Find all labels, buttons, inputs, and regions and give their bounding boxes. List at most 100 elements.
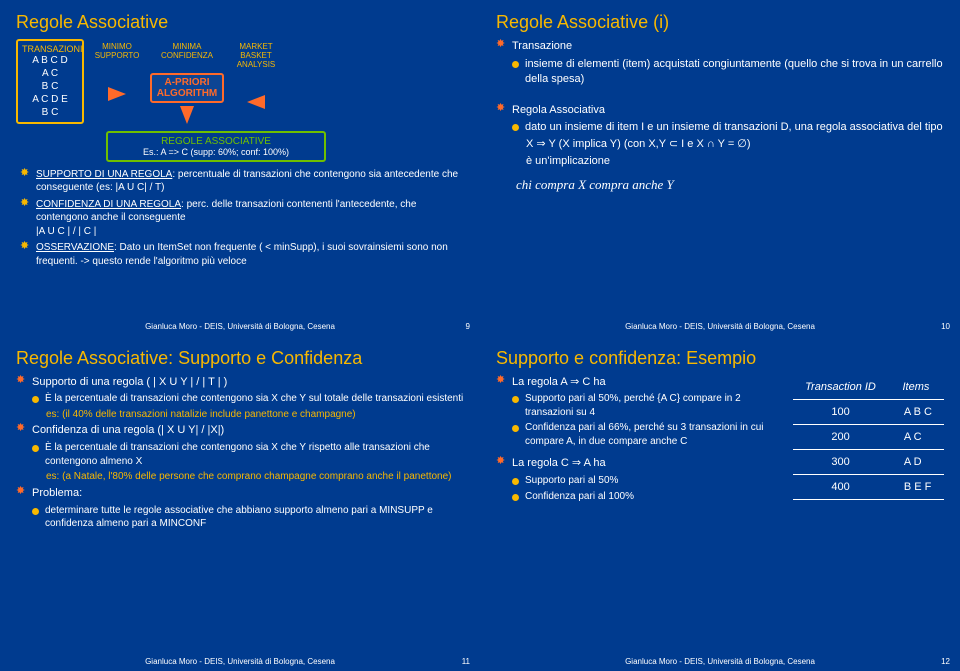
cell-items: A C xyxy=(888,424,944,449)
burst-icon: ✸ xyxy=(16,375,26,385)
footer: Gianluca Moro - DEIS, Università di Bolo… xyxy=(482,322,958,331)
bullet: ✸ OSSERVAZIONE: Dato un ItemSet non freq… xyxy=(20,241,464,268)
bullet: ✸ Regola Associativa xyxy=(496,103,944,118)
sub-bullet: È la percentuale di transazioni che cont… xyxy=(32,441,464,468)
assoc-example: Es.: A => C (supp: 60%; conf: 100%) xyxy=(114,147,318,157)
cell-id: 200 xyxy=(793,424,888,449)
formula: X ⇒ Y (X implica Y) (con X,Y ⊂ I e X ∩ Y… xyxy=(526,137,944,152)
sub-bullet: Confidenza pari al 100% xyxy=(512,490,783,504)
table-row: 200 A C xyxy=(793,424,944,449)
fancy-quote: chi compra X compra anche Y xyxy=(516,177,944,193)
slide-3: Regole Associative: Supporto e Confidenz… xyxy=(2,338,478,670)
burst-icon: ✸ xyxy=(20,198,30,208)
footer: Gianluca Moro - DEIS, Università di Bolo… xyxy=(2,322,478,331)
label: SUPPORTO DI UNA REGOLA xyxy=(36,169,172,180)
table-column: Transaction ID Items 100 A B C 200 A C 3… xyxy=(793,375,944,500)
assoc-header: REGOLE ASSOCIATIVE xyxy=(161,136,271,147)
bullet-text: Confidenza di una regola (| X U Y| / |X|… xyxy=(32,423,224,438)
sub-bullet: determinare tutte le regole associative … xyxy=(32,504,464,531)
slide-title: Supporto e confidenza: Esempio xyxy=(496,348,944,369)
trans-row: B C xyxy=(22,106,78,119)
sub-text: Confidenza pari al 66%, perché su 3 tran… xyxy=(525,421,783,448)
label: OSSERVAZIONE xyxy=(36,242,114,253)
table-row: 100 A B C xyxy=(793,399,944,424)
trans-row: A C xyxy=(22,67,78,80)
trans-row: A B C D xyxy=(22,54,78,67)
bullet-text: Regola Associativa xyxy=(512,103,605,118)
example-row: es: (il 40% delle transazioni natalizie … xyxy=(46,408,464,422)
example-text: es: (il 40% delle transazioni natalizie … xyxy=(46,408,356,422)
sub-bullet: Confidenza pari al 66%, perché su 3 tran… xyxy=(512,421,783,448)
sub-text: Supporto pari al 50%, perché {A C} compa… xyxy=(525,392,783,419)
slide-title: Regole Associative xyxy=(16,12,464,33)
footer: Gianluca Moro - DEIS, Università di Bolo… xyxy=(2,657,478,666)
sub-text: dato un insieme di item I e un insieme d… xyxy=(525,120,943,135)
sub-text-row: è un'implicazione xyxy=(526,154,944,169)
min-conf-label: MINIMA CONFIDENZA xyxy=(150,43,224,61)
cell-id: 400 xyxy=(793,474,888,499)
sub-text: È la percentuale di transazioni che cont… xyxy=(45,441,464,468)
algorithm-box: A-PRIORI ALGORITHM xyxy=(150,73,224,103)
bullet: ✸ Transazione xyxy=(496,39,944,54)
table-header: Items xyxy=(888,375,944,400)
example-row: es: (a Natale, l'80% delle persone che c… xyxy=(46,470,464,484)
bullet-text: La regola A ⇒ C ha xyxy=(512,375,606,390)
dot-icon xyxy=(32,508,39,515)
trans-row: B C xyxy=(22,80,78,93)
text-column: ✸ La regola A ⇒ C ha Supporto pari al 50… xyxy=(496,375,783,506)
dot-icon xyxy=(512,124,519,131)
burst-icon: ✸ xyxy=(20,168,30,178)
bullet-text: Transazione xyxy=(512,39,572,54)
sub-text: è un'implicazione xyxy=(526,154,610,169)
sub-bullet: Supporto pari al 50%, perché {A C} compa… xyxy=(512,392,783,419)
mba-label: MARKET BASKET ANALYSIS xyxy=(230,43,282,69)
diagram-row: TRANSAZIONI A B C D A C B C A C D E B C … xyxy=(16,39,464,127)
arrow-icon xyxy=(108,87,126,101)
bullet: ✸ CONFIDENZA DI UNA REGOLA: perc. delle … xyxy=(20,198,464,239)
algorithm-col: MINIMA CONFIDENZA A-PRIORI ALGORITHM xyxy=(150,39,224,127)
cell-items: A B C xyxy=(888,399,944,424)
burst-icon: ✸ xyxy=(16,486,26,496)
sub-bullet: Supporto pari al 50% xyxy=(512,474,783,488)
bullet: ✸ Confidenza di una regola (| X U Y| / |… xyxy=(16,423,464,438)
transactions-table: Transaction ID Items 100 A B C 200 A C 3… xyxy=(793,375,944,500)
slide-2: Regole Associative (i) ✸ Transazione ins… xyxy=(482,2,958,334)
burst-icon: ✸ xyxy=(496,456,506,466)
sub-bullet: insieme di elementi (item) acquistati co… xyxy=(512,57,944,87)
burst-icon: ✸ xyxy=(496,103,506,113)
mba-col: MARKET BASKET ANALYSIS xyxy=(230,39,282,111)
sub-text: determinare tutte le regole associative … xyxy=(45,504,464,531)
trans-header: TRANSAZIONI xyxy=(22,44,83,54)
slide-4: Supporto e confidenza: Esempio ✸ La rego… xyxy=(482,338,958,670)
bullet-text: Problema: xyxy=(32,486,82,501)
transactions-box: TRANSAZIONI A B C D A C B C A C D E B C xyxy=(16,39,84,124)
page-number: 12 xyxy=(941,657,950,666)
burst-icon: ✸ xyxy=(496,39,506,49)
slide-1: Regole Associative TRANSAZIONI A B C D A… xyxy=(2,2,478,334)
assoc-rules-box: REGOLE ASSOCIATIVE Es.: A => C (supp: 60… xyxy=(106,131,326,162)
footer: Gianluca Moro - DEIS, Università di Bolo… xyxy=(482,657,958,666)
sub-bullet: dato un insieme di item I e un insieme d… xyxy=(512,120,944,135)
cell-id: 100 xyxy=(793,399,888,424)
cell-items: B E F xyxy=(888,474,944,499)
example-text: es: (a Natale, l'80% delle persone che c… xyxy=(46,470,452,484)
bullet: ✸ SUPPORTO DI UNA REGOLA: percentuale di… xyxy=(20,168,464,195)
burst-icon: ✸ xyxy=(20,241,30,251)
sub-bullet: È la percentuale di transazioni che cont… xyxy=(32,392,464,406)
label: CONFIDENZA DI UNA REGOLA xyxy=(36,199,181,210)
dot-icon xyxy=(512,61,519,68)
bullet: ✸ La regola C ⇒ A ha xyxy=(496,456,783,471)
bullet-text: Supporto di una regola ( | X U Y | / | T… xyxy=(32,375,227,390)
min-support-col: MINIMO SUPPORTO xyxy=(90,39,144,103)
bullet: ✸ La regola A ⇒ C ha xyxy=(496,375,783,390)
page-number: 9 xyxy=(466,322,470,331)
sub-text: Confidenza pari al 100% xyxy=(525,490,634,504)
table-row: 300 A D xyxy=(793,449,944,474)
page-number: 11 xyxy=(462,657,470,666)
slide-title: Regole Associative: Supporto e Confidenz… xyxy=(16,348,464,369)
dot-icon xyxy=(32,445,39,452)
page-number: 10 xyxy=(941,322,950,331)
slide-title: Regole Associative (i) xyxy=(496,12,944,33)
table-header: Transaction ID xyxy=(793,375,888,400)
sub-text: Supporto pari al 50% xyxy=(525,474,618,488)
